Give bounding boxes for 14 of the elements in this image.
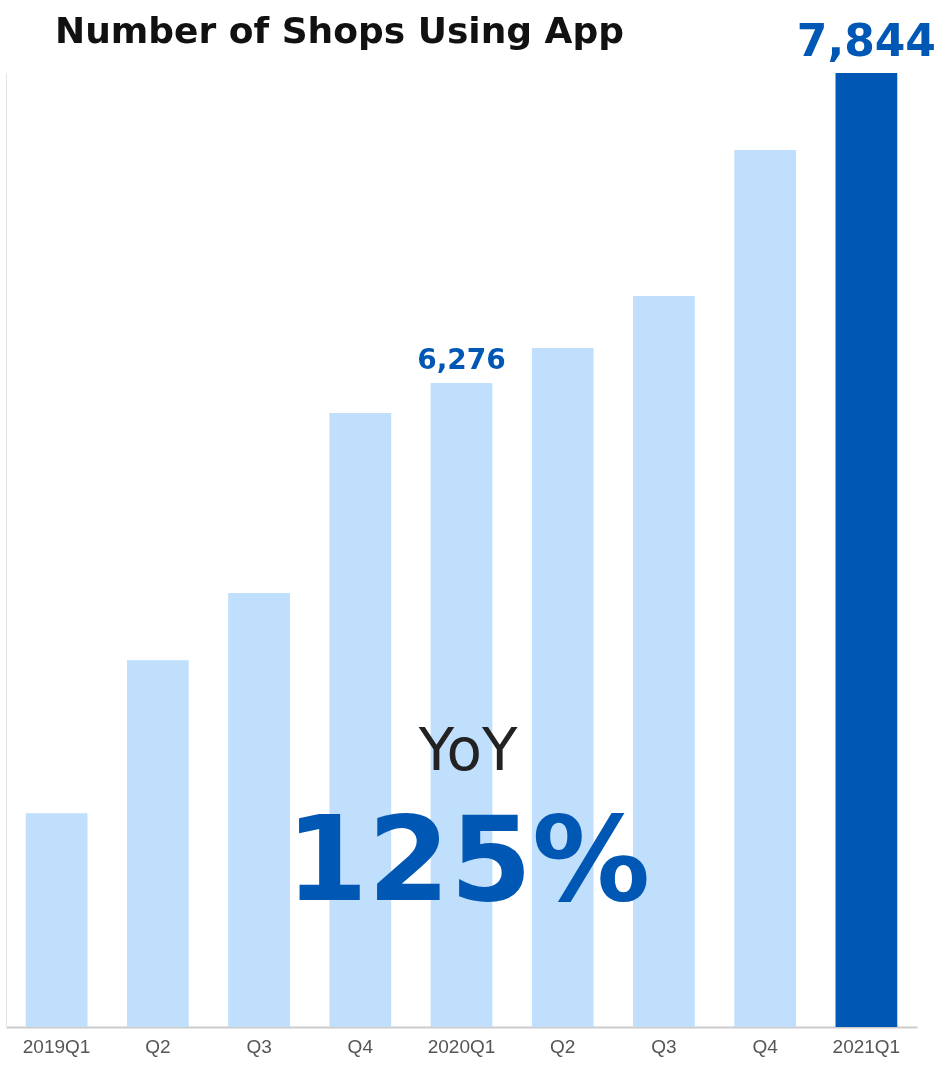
annotation: 125%: [285, 790, 651, 928]
x-tick-label: Q3: [246, 1035, 272, 1057]
x-tick-label: Q4: [347, 1035, 374, 1057]
chart-title: Number of Shops Using App: [55, 10, 625, 51]
x-tick-label: 2021Q1: [832, 1035, 901, 1057]
x-tick-label: Q2: [145, 1035, 171, 1057]
x-tick-label: 2019Q1: [22, 1035, 91, 1057]
data-label: 7,844: [796, 15, 936, 66]
x-tick-label: Q2: [550, 1035, 576, 1057]
x-tick-label: Q4: [752, 1035, 779, 1057]
x-tick-label: Q3: [651, 1035, 677, 1057]
x-tick-label: 2020Q1: [427, 1035, 496, 1057]
data-label: 6,276: [417, 343, 506, 377]
annotation: YoY: [417, 716, 518, 784]
